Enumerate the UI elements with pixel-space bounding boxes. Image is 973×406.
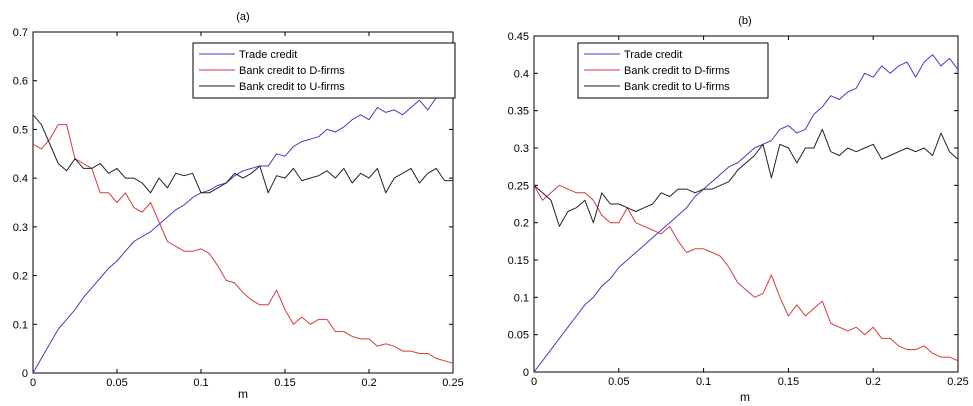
legend: Trade credit Bank credit to D-firms Bank c… [192,42,456,99]
x-tick-label: 0.25 [442,377,463,389]
x-tick-label: 0.2 [361,377,376,389]
x-tick-label: 0 [30,377,36,389]
series-line-bank-credit-to-u-firms [533,128,959,227]
y-tick-label: 0.4 [514,68,529,80]
legend-label: Trade credit [239,49,297,61]
legend-label: Bank credit to D-firms [624,65,730,77]
chart-panel-b: (b) 0 0.05 0.1 0.15 0.2 0.25 0 0.05 0.1 0.15 0.2 0.… [488,0,973,406]
series-line-bank-credit-to-d-firms [533,184,959,362]
x-tick-label: 0.25 [947,376,968,388]
x-axis-label: m [238,387,248,401]
series-lines [533,54,959,373]
x-tick-label: 0.1 [696,376,711,388]
legend-label: Bank credit to U-firms [624,81,730,93]
legend: Trade credit Bank credit to D-firms Bank c… [577,42,769,99]
x-tick-label: 0 [531,376,537,388]
y-tick-label: 0.5 [13,124,28,136]
y-tick-label: 0.6 [13,76,28,88]
y-tick-label: 0.7 [13,27,28,39]
legend-label: Trade credit [624,49,682,61]
chart-panel-a: (a) 0 0.05 0.1 0.15 0.2 0.2500.10.20.30.40.50… [0,0,482,406]
legend-label: Bank credit to U-firms [239,81,345,93]
y-tick-label: 0 [22,368,28,380]
chart-title: (b) [738,15,751,27]
series-line-trade-credit [32,94,454,374]
axis-ticks: 0 0.05 0.1 0.15 0.2 0.25 0 0.05 0.1 0.15 0.2 0.25 0.… [508,31,969,388]
y-tick-label: 0.45 [508,31,529,43]
y-tick-label: 0.3 [13,222,28,234]
series-line-bank-credit-to-d-firms [32,124,454,364]
series-line-bank-credit-to-u-firms [32,114,453,194]
y-tick-label: 0.15 [508,255,529,267]
series-line-trade-credit [533,54,959,373]
chart-title: (a) [236,11,249,23]
axis-ticks: 0 0.05 0.1 0.15 0.2 0.25 0 0.1 0.2 0.3 0.4 0.5 0.6 0.… [13,27,464,389]
x-tick-label: 0.15 [274,377,295,389]
y-tick-label: 0.3 [514,143,529,155]
x-tick-label: 0.05 [106,377,127,389]
y-tick-label: 0.2 [13,271,28,283]
y-tick-label: 0.2 [514,218,529,230]
x-tick-label: 0.05 [608,376,629,388]
y-tick-label: 0.05 [508,330,529,342]
series-lines [32,94,454,374]
x-tick-label: 0.15 [778,376,799,388]
y-tick-label: 0.4 [13,173,28,185]
y-tick-label: 0.35 [508,106,529,118]
x-tick-label: 0.1 [193,377,208,389]
y-tick-label: 0.25 [508,180,529,192]
legend-box [192,42,456,99]
legend-label: Bank credit to D-firms [239,65,345,77]
y-tick-label: 0 [523,367,529,379]
x-tick-label: 0.2 [866,376,881,388]
y-tick-label: 0.1 [13,319,28,331]
y-tick-label: 0.1 [514,292,529,304]
x-axis-label: m [740,390,750,404]
